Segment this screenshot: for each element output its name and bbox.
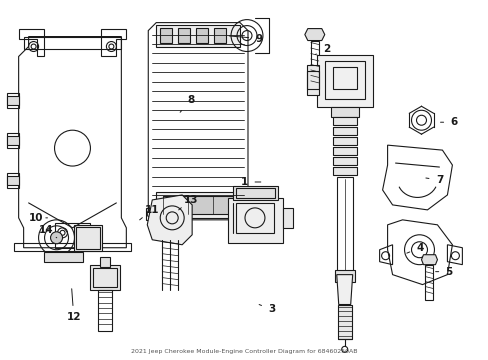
Bar xyxy=(7,176,19,185)
Bar xyxy=(178,28,190,42)
Bar xyxy=(330,107,358,117)
Bar xyxy=(214,28,225,42)
Polygon shape xyxy=(304,28,324,41)
Bar xyxy=(14,243,131,251)
Text: 3: 3 xyxy=(259,305,275,315)
Text: 2: 2 xyxy=(315,44,329,54)
Bar xyxy=(156,24,240,46)
Bar xyxy=(334,270,354,282)
Bar xyxy=(332,127,356,135)
Bar xyxy=(74,225,102,251)
Bar xyxy=(236,203,273,233)
Bar xyxy=(90,265,120,289)
Bar xyxy=(236,188,274,198)
Bar xyxy=(23,37,121,49)
Text: 13: 13 xyxy=(178,195,198,210)
Bar xyxy=(332,67,356,89)
Bar xyxy=(332,157,356,165)
Bar xyxy=(7,96,19,105)
Polygon shape xyxy=(336,275,352,305)
Bar xyxy=(233,186,277,200)
Circle shape xyxy=(50,232,62,244)
Polygon shape xyxy=(147,195,192,245)
Bar xyxy=(160,28,172,42)
Bar xyxy=(337,305,351,339)
Bar xyxy=(196,28,208,42)
Bar xyxy=(7,93,19,108)
Bar xyxy=(76,227,100,249)
Bar xyxy=(310,41,318,85)
Bar xyxy=(146,208,156,220)
Bar xyxy=(55,223,90,248)
Bar xyxy=(7,173,19,188)
Bar xyxy=(100,257,110,267)
Polygon shape xyxy=(421,255,437,265)
Bar xyxy=(425,265,432,300)
Text: 1: 1 xyxy=(241,177,260,187)
Text: 2021 Jeep Cherokee Module-Engine Controller Diagram for 68460250AB: 2021 Jeep Cherokee Module-Engine Control… xyxy=(130,349,357,354)
Bar xyxy=(227,198,283,243)
Bar xyxy=(332,117,356,125)
Text: 7: 7 xyxy=(425,175,442,185)
Bar xyxy=(7,133,19,148)
Bar xyxy=(283,208,292,228)
Bar xyxy=(336,177,352,272)
Bar xyxy=(332,137,356,145)
Text: 11: 11 xyxy=(140,205,159,220)
Bar xyxy=(316,55,372,107)
Bar xyxy=(306,66,318,95)
Text: 8: 8 xyxy=(180,95,194,112)
Bar xyxy=(240,208,249,220)
Text: 14: 14 xyxy=(39,225,57,238)
Text: 4: 4 xyxy=(406,243,423,253)
Bar xyxy=(43,252,83,262)
Bar xyxy=(332,147,356,155)
Bar xyxy=(163,196,233,214)
Bar xyxy=(93,268,117,287)
Text: 12: 12 xyxy=(66,289,81,323)
Bar xyxy=(332,167,356,175)
Bar xyxy=(7,136,19,145)
Text: 5: 5 xyxy=(435,267,452,276)
Text: 9: 9 xyxy=(229,33,262,44)
Bar xyxy=(306,71,318,89)
Bar xyxy=(98,289,112,332)
Bar xyxy=(156,192,240,218)
Bar xyxy=(324,62,364,99)
Text: 6: 6 xyxy=(440,117,457,127)
Text: 10: 10 xyxy=(28,213,47,223)
